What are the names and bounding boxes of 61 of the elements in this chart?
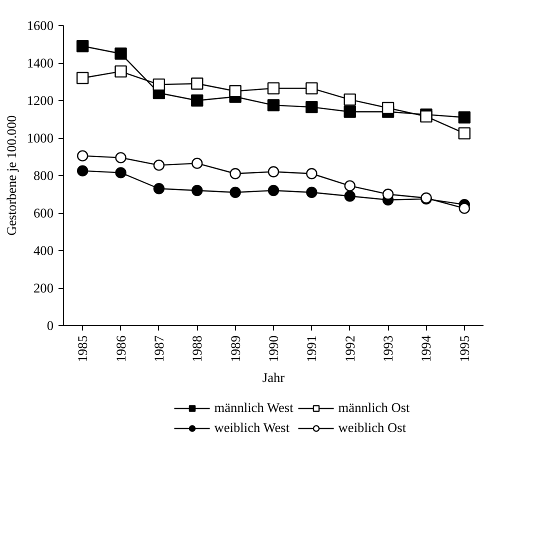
point [306, 100, 318, 114]
point [76, 40, 89, 52]
x-tick-label: 1985 [75, 335, 90, 362]
x-tick-label: 1986 [113, 335, 128, 362]
point [153, 160, 165, 171]
y-tick-label: 1400 [26, 56, 54, 70]
x-axis-title: Jahr [262, 370, 286, 386]
point [458, 111, 471, 124]
point [191, 94, 204, 107]
point [115, 167, 126, 178]
y-axis-title: Gestorbene je 100.000 [4, 115, 19, 236]
point [115, 152, 126, 164]
x-tick-label: 1990 [266, 335, 281, 362]
point [458, 127, 471, 140]
x-tick-label: 1993 [380, 335, 396, 362]
y-tick-label: 1600 [26, 18, 54, 33]
x-tick-label: 1995 [456, 335, 472, 362]
x-tick-label: 1988 [190, 335, 205, 362]
point [192, 184, 203, 196]
y-tick-label: 800 [34, 168, 54, 183]
point [306, 82, 318, 94]
point [230, 168, 241, 180]
x-tick-label: 1991 [304, 336, 320, 362]
point [306, 186, 318, 198]
point [153, 183, 165, 194]
y-tick-label: 0 [46, 318, 54, 333]
x-tick-label: 1994 [418, 335, 434, 362]
point [344, 106, 356, 118]
point [152, 78, 166, 91]
y-tick-label: 200 [34, 280, 54, 296]
legend-label: weiblich Ost [338, 420, 406, 436]
point [458, 202, 470, 214]
point [382, 102, 394, 114]
point [344, 93, 356, 106]
point [114, 48, 127, 60]
point [267, 82, 280, 94]
point [191, 78, 204, 90]
x-tick-label: 1989 [228, 335, 243, 362]
y-tick-label: 1000 [26, 130, 54, 146]
x-tick-label: 1987 [151, 335, 166, 362]
point [382, 188, 394, 200]
point [344, 190, 356, 202]
legend-label: weiblich West [214, 420, 290, 436]
point [76, 72, 89, 84]
y-tick-label: 1200 [26, 93, 54, 108]
point [306, 168, 318, 180]
point [268, 166, 280, 178]
point [76, 165, 88, 176]
point [344, 180, 356, 192]
legend-label: männlich West [214, 400, 294, 416]
point [229, 85, 242, 98]
point [267, 99, 280, 112]
legend-label: männlich Ost [338, 400, 410, 416]
y-tick-label: 400 [34, 243, 54, 258]
point [192, 158, 203, 169]
y-tick-label: 600 [34, 206, 54, 220]
x-tick-label: 1992 [342, 336, 358, 362]
point [114, 65, 127, 78]
point [268, 184, 280, 196]
point [76, 150, 88, 162]
point [230, 186, 241, 198]
